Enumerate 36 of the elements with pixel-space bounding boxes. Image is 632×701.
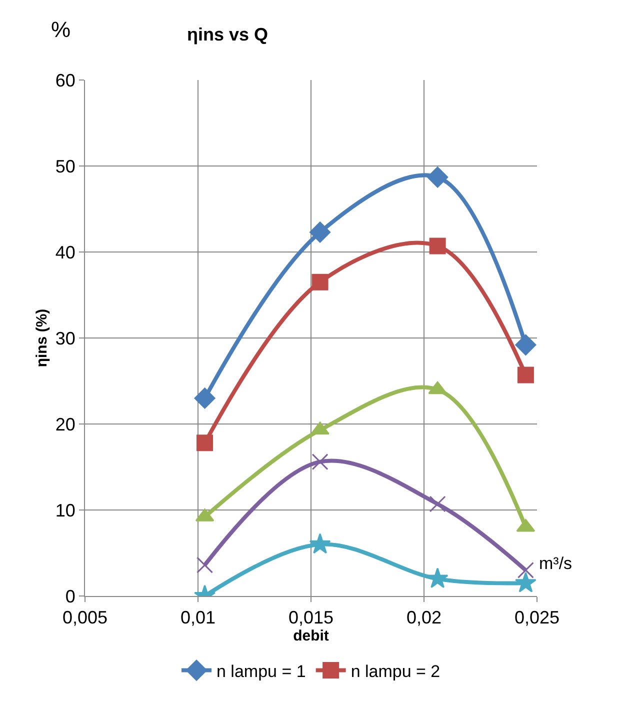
- point: [309, 533, 331, 554]
- point: [312, 274, 328, 290]
- point: [310, 222, 331, 243]
- point: [310, 422, 330, 435]
- point: [426, 568, 448, 588]
- point: [514, 572, 536, 592]
- y-tick-label: 40: [55, 242, 76, 262]
- x-tick-label: 0,02: [406, 608, 442, 628]
- point: [517, 562, 534, 578]
- point: [427, 166, 448, 188]
- legend-label: n lampu = 1: [216, 662, 306, 681]
- point: [312, 454, 328, 470]
- legend-label: n lampu = 2: [350, 662, 440, 681]
- y-tick-label: 20: [55, 414, 76, 434]
- point: [515, 334, 536, 356]
- y-tick-label: 10: [55, 500, 76, 520]
- text: m³/s: [539, 554, 572, 573]
- point: [429, 238, 446, 254]
- y-tick-label: 0: [65, 586, 76, 606]
- point: [194, 388, 216, 409]
- chart-title: ηins vs Q: [187, 24, 268, 45]
- y-tick-label: 50: [55, 156, 76, 176]
- point: [429, 496, 446, 512]
- y-axis-title: ηins (%): [34, 308, 51, 368]
- point: [196, 556, 214, 574]
- x-tick-label: 0,025: [514, 608, 560, 628]
- x-tick-label: 0,005: [62, 608, 108, 628]
- point: [517, 366, 534, 384]
- y-tick-label: 30: [55, 328, 76, 348]
- text: %: [51, 17, 71, 42]
- x-axis-title: debit: [293, 628, 329, 645]
- point: [196, 434, 214, 452]
- x-tick-label: 0,015: [288, 608, 334, 628]
- point: [428, 381, 447, 394]
- x-tick-label: 0,01: [180, 608, 216, 628]
- y-tick-label: 60: [55, 70, 76, 90]
